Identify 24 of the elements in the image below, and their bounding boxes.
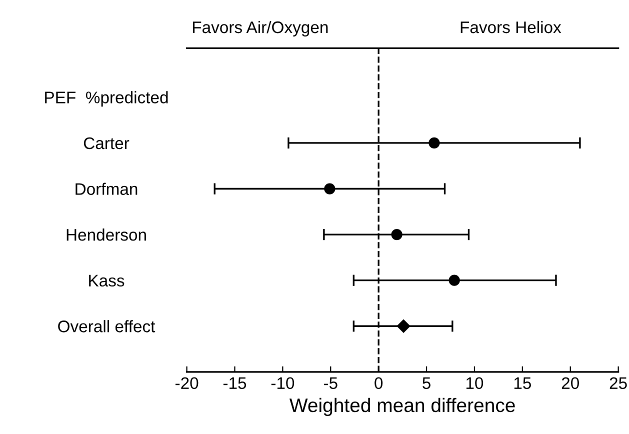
x-tick-label: -15 bbox=[223, 377, 246, 390]
point bbox=[324, 183, 336, 194]
x-tick-label: 10 bbox=[466, 377, 484, 390]
y-tick-label: PEF %predicted bbox=[45, 91, 168, 107]
y-tick-label: Dorfman bbox=[76, 182, 138, 195]
x-tick-label: 20 bbox=[562, 377, 579, 390]
point bbox=[448, 274, 460, 286]
point bbox=[391, 229, 402, 240]
point bbox=[396, 320, 410, 333]
y-tick-label: Carter bbox=[84, 137, 130, 150]
x-tick-label: 0 bbox=[374, 377, 383, 390]
x-tick-label: 5 bbox=[422, 377, 430, 390]
y-tick-label: Henderson bbox=[66, 228, 146, 241]
point bbox=[428, 137, 440, 149]
x-tick-label: 15 bbox=[514, 377, 531, 390]
x-tick-label: 25 bbox=[610, 377, 627, 390]
x-tick-label: -20 bbox=[176, 377, 198, 390]
x-axis-title: Weighted mean difference bbox=[290, 398, 515, 416]
x-tick-label: -5 bbox=[324, 377, 338, 390]
x-tick-label: -10 bbox=[271, 377, 294, 390]
y-tick-label: Overall effect bbox=[58, 320, 156, 332]
y-tick-label: Kass bbox=[89, 274, 124, 287]
text: Favors Heliox bbox=[460, 20, 562, 34]
text: Favors Air/Oxygen bbox=[192, 20, 328, 37]
